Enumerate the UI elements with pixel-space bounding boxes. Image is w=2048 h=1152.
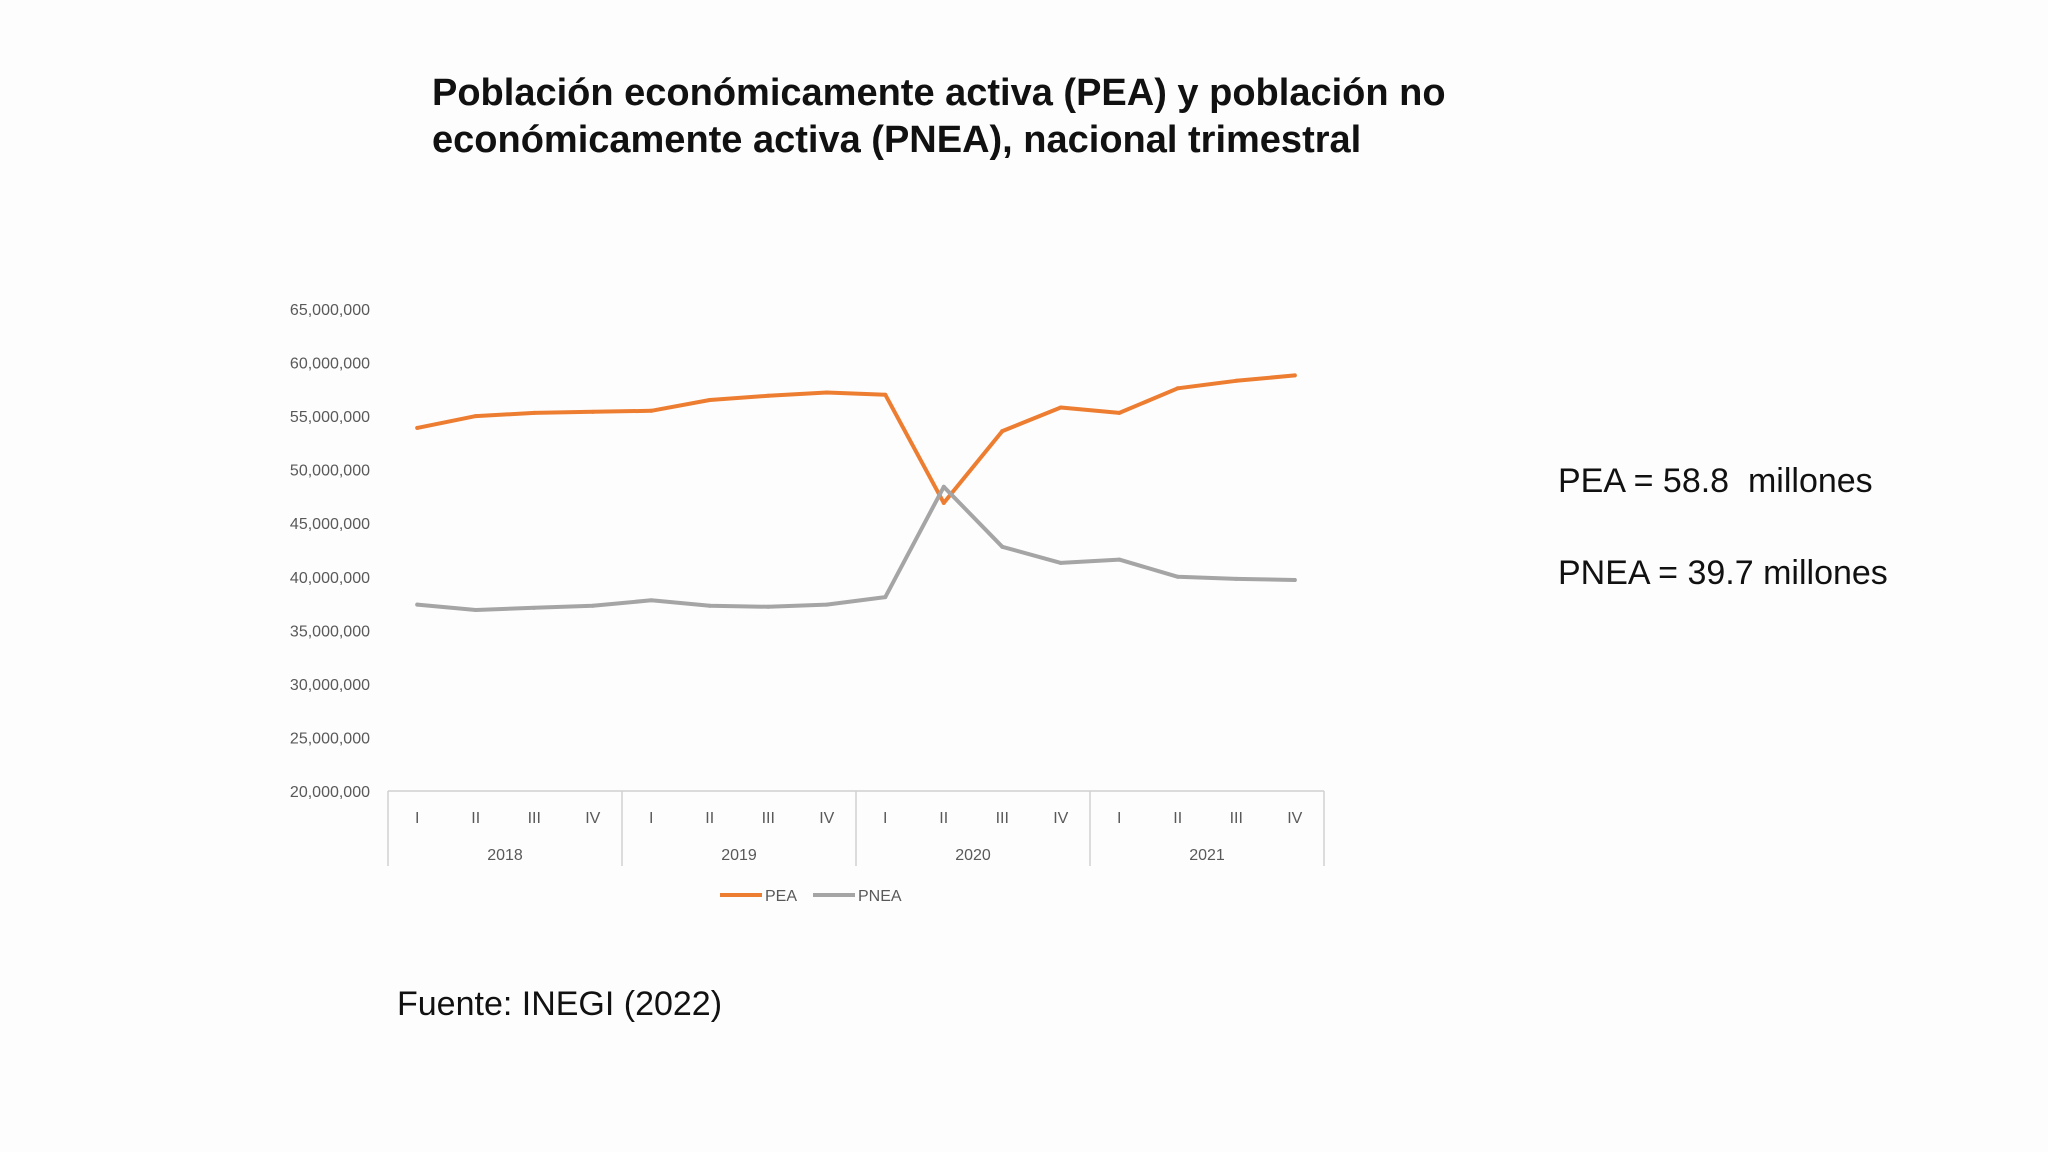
data-point-pnea bbox=[824, 602, 829, 607]
x-tick-label: I bbox=[415, 810, 419, 827]
slide-title-line-2: económicamente activa (PNEA), nacional t… bbox=[432, 119, 1362, 161]
y-tick-label: 65,000,000 bbox=[290, 302, 370, 319]
x-group-label: 2019 bbox=[721, 847, 757, 864]
x-tick-label: II bbox=[1173, 810, 1182, 827]
x-tick-label: I bbox=[649, 810, 653, 827]
data-point-pea bbox=[1292, 373, 1297, 378]
data-point-pnea bbox=[473, 607, 478, 612]
data-point-pea bbox=[1234, 378, 1239, 383]
data-point-pnea bbox=[649, 598, 654, 603]
data-point-pnea bbox=[1175, 574, 1180, 579]
series-lines bbox=[415, 373, 1297, 612]
x-tick-label: IV bbox=[1053, 810, 1068, 827]
data-point-pea bbox=[707, 398, 712, 403]
data-point-pea bbox=[941, 500, 946, 505]
data-point-pea bbox=[766, 393, 771, 398]
data-point-pea bbox=[590, 409, 595, 414]
data-point-pea bbox=[1058, 405, 1063, 410]
x-tick-label: III bbox=[996, 810, 1009, 827]
data-point-pnea bbox=[1000, 544, 1005, 549]
data-point-pea bbox=[415, 425, 420, 430]
x-tick-label: III bbox=[1230, 810, 1243, 827]
data-point-pea bbox=[532, 410, 537, 415]
legend: PEA PNEA bbox=[720, 888, 902, 905]
x-group-label: 2018 bbox=[487, 847, 523, 864]
y-tick-label: 30,000,000 bbox=[290, 677, 370, 694]
data-point-pea bbox=[1117, 410, 1122, 415]
data-point-pea bbox=[824, 390, 829, 395]
y-tick-label: 60,000,000 bbox=[290, 356, 370, 373]
data-point-pea bbox=[1175, 386, 1180, 391]
x-group-label: 2020 bbox=[955, 847, 991, 864]
data-point-pea bbox=[473, 414, 478, 419]
legend-label-pnea: PNEA bbox=[858, 888, 902, 905]
source-note: Fuente: INEGI (2022) bbox=[397, 985, 723, 1023]
data-point-pnea bbox=[415, 602, 420, 607]
x-tick-label: II bbox=[471, 810, 480, 827]
data-point-pnea bbox=[532, 605, 537, 610]
data-point-pnea bbox=[1292, 577, 1297, 582]
y-tick-label: 20,000,000 bbox=[290, 784, 370, 801]
x-tick-label: IV bbox=[819, 810, 834, 827]
data-point-pnea bbox=[1117, 557, 1122, 562]
y-tick-label: 25,000,000 bbox=[290, 730, 370, 747]
data-point-pnea bbox=[883, 595, 888, 600]
x-tick-label: IV bbox=[1287, 810, 1302, 827]
x-group-label: 2021 bbox=[1189, 847, 1225, 864]
slide-title: Población económicamente activa (PEA) y … bbox=[432, 70, 1532, 164]
pea-callout: PEA = 58.8 millones bbox=[1558, 462, 1873, 500]
x-tick-label: IV bbox=[585, 810, 600, 827]
y-tick-label: 40,000,000 bbox=[290, 570, 370, 587]
data-point-pnea bbox=[941, 484, 946, 489]
series-line-pea bbox=[415, 373, 1297, 505]
data-point-pnea bbox=[1234, 576, 1239, 581]
data-point-pnea bbox=[1058, 560, 1063, 565]
x-tick-label: II bbox=[939, 810, 948, 827]
data-point-pea bbox=[649, 408, 654, 413]
slide-title-line-1: Población económicamente activa (PEA) y … bbox=[432, 72, 1446, 114]
y-tick-label: 55,000,000 bbox=[290, 409, 370, 426]
series-line-pnea bbox=[415, 484, 1297, 612]
x-tick-label: III bbox=[528, 810, 541, 827]
data-point-pea bbox=[1000, 429, 1005, 434]
data-point-pnea bbox=[590, 603, 595, 608]
x-tick-label: I bbox=[883, 810, 887, 827]
data-point-pnea bbox=[707, 603, 712, 608]
x-tick-label: II bbox=[705, 810, 714, 827]
pnea-callout: PNEA = 39.7 millones bbox=[1558, 554, 1888, 592]
data-point-pea bbox=[883, 392, 888, 397]
y-tick-label: 50,000,000 bbox=[290, 463, 370, 480]
x-tick-label: I bbox=[1117, 810, 1121, 827]
y-tick-label: 45,000,000 bbox=[290, 516, 370, 533]
data-point-pnea bbox=[766, 604, 771, 609]
y-tick-label: 35,000,000 bbox=[290, 623, 370, 640]
y-axis: 20,000,000 25,000,000 30,000,000 35,000,000… bbox=[290, 302, 370, 801]
x-tick-label: III bbox=[762, 810, 775, 827]
legend-label-pea: PEA bbox=[765, 888, 797, 905]
